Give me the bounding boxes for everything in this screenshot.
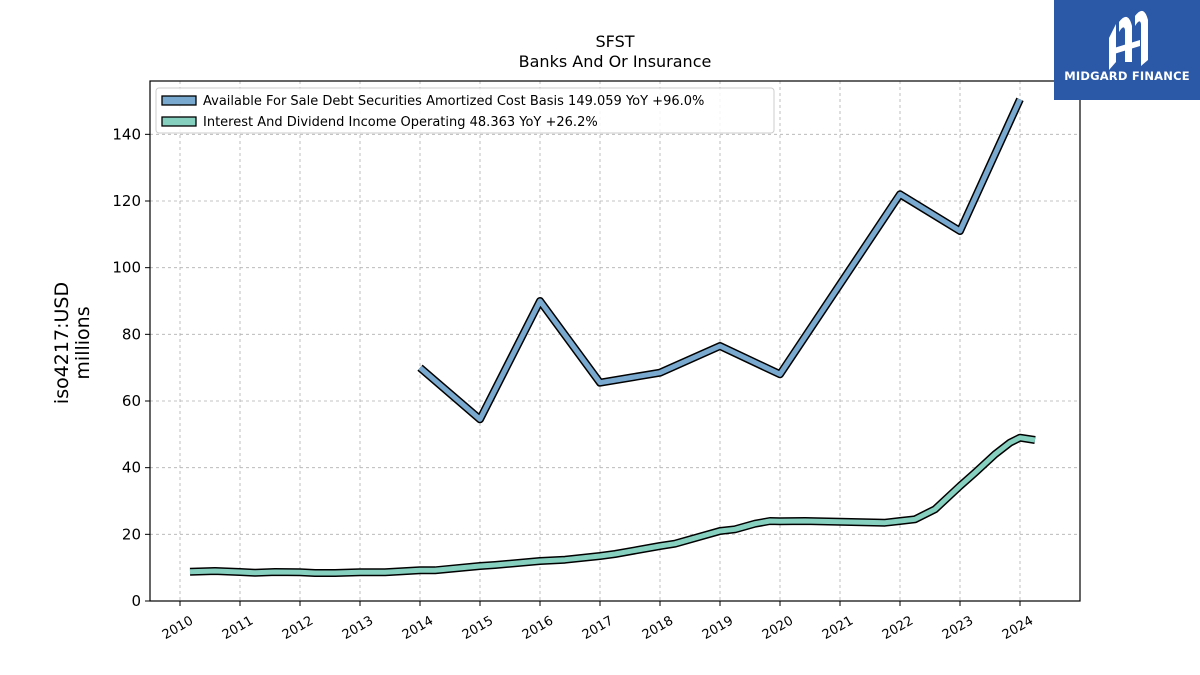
- plot-frame: [149, 80, 1081, 602]
- x-tick-label: 2013: [340, 613, 376, 643]
- legend-label: Available For Sale Debt Securities Amort…: [203, 94, 704, 109]
- x-tick-label: 2015: [460, 613, 496, 643]
- series-line-1: [189, 435, 1036, 576]
- x-tick-label: 2019: [700, 613, 736, 643]
- brand-logo: MIDGARD FINANCE: [1054, 0, 1200, 100]
- x-tick-label: 2020: [760, 613, 796, 643]
- x-tick-label: 2023: [940, 613, 976, 643]
- y-axis-label: iso4217:USDmillions: [51, 282, 94, 404]
- legend-box: [155, 87, 775, 134]
- x-tick-label: 2012: [280, 613, 316, 643]
- chart-title: SFST: [595, 32, 635, 51]
- x-tick-label: 2016: [520, 613, 556, 643]
- y-tick-label: 40: [122, 459, 141, 477]
- y-tick-label: 120: [112, 192, 141, 210]
- y-axis-label-line: millions: [72, 306, 94, 379]
- y-tick-label: 60: [122, 392, 141, 410]
- x-tick-label: 2021: [820, 613, 856, 643]
- legend-swatch: [161, 95, 197, 106]
- midgard-logo-icon: [1109, 10, 1148, 70]
- x-tick-label: 2010: [160, 613, 196, 643]
- y-tick-label: 0: [131, 592, 141, 610]
- x-tick-label: 2022: [880, 613, 916, 643]
- x-tick-label: 2017: [580, 613, 616, 643]
- y-axis-label-line: iso4217:USD: [51, 282, 73, 404]
- x-tick-label: 2024: [1000, 613, 1036, 643]
- y-tick-label: 80: [122, 325, 141, 343]
- y-tick-label: 140: [112, 125, 141, 143]
- legend-label: Interest And Dividend Income Operating 4…: [203, 115, 598, 130]
- legend-swatch: [161, 116, 197, 127]
- x-tick-label: 2018: [640, 613, 676, 643]
- y-tick-label: 20: [122, 525, 141, 543]
- series-line-0: [418, 98, 1023, 422]
- logo-text: MIDGARD FINANCE: [1064, 69, 1190, 83]
- y-tick-label: 100: [112, 259, 141, 277]
- x-tick-label: 2011: [220, 613, 256, 643]
- chart-subtitle: Banks And Or Insurance: [518, 52, 712, 71]
- x-tick-label: 2014: [400, 613, 436, 643]
